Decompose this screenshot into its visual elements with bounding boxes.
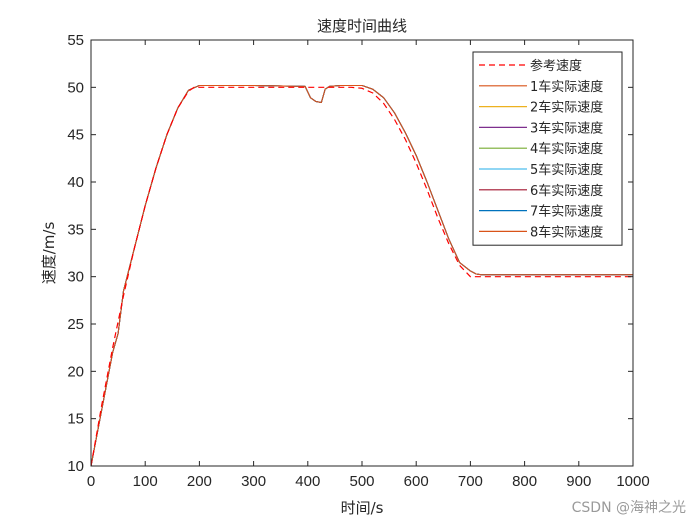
- legend-label: 6车实际速度: [530, 183, 603, 199]
- series-line: [91, 84, 633, 466]
- y-tick-label: 45: [67, 127, 84, 144]
- x-tick-label: 1000: [616, 473, 649, 490]
- y-tick-label: 20: [67, 363, 84, 380]
- chart-title: 速度时间曲线: [317, 17, 407, 35]
- x-tick-label: 700: [458, 473, 483, 490]
- legend-label: 2车实际速度: [530, 100, 603, 116]
- x-tick-label: 500: [349, 473, 374, 490]
- y-tick-label: 30: [67, 269, 84, 286]
- legend: 参考速度 1车实际速度 2车实际速度 3车实际速度 4车实际速度 5车实际速度 6车实际速度…: [472, 51, 623, 246]
- legend-label: 8车实际速度: [530, 224, 603, 240]
- y-tick-label: 55: [67, 32, 84, 49]
- x-tick-label: 900: [566, 473, 591, 490]
- legend-label: 参考速度: [530, 58, 582, 74]
- legend-label: 3车实际速度: [530, 120, 603, 136]
- y-tick-label: 10: [67, 458, 84, 475]
- x-tick-label: 0: [87, 473, 95, 490]
- legend-label: 4车实际速度: [530, 141, 603, 157]
- y-tick-label: 25: [67, 316, 84, 333]
- series-layer: [91, 84, 633, 466]
- y-tick-label: 50: [67, 79, 84, 96]
- y-tick-label: 35: [67, 221, 84, 238]
- legend-label: 7车实际速度: [530, 204, 603, 220]
- legend-label: 5车实际速度: [530, 162, 603, 178]
- y-tick-label: 15: [67, 411, 84, 428]
- x-tick-label: 100: [133, 473, 158, 490]
- legend-label: 1车实际速度: [530, 79, 603, 95]
- x-tick-label: 400: [295, 473, 320, 490]
- x-tick-label: 800: [512, 473, 537, 490]
- x-tick-label: 200: [187, 473, 212, 490]
- x-tick-label: 600: [404, 473, 429, 490]
- x-axis-label: 时间/s: [341, 499, 384, 517]
- series-line: [91, 86, 633, 466]
- y-tick-label: 40: [67, 174, 84, 191]
- y-axis-label: 速度/m/s: [40, 222, 58, 285]
- watermark: CSDN @海神之光: [571, 500, 686, 516]
- x-tick-label: 300: [241, 473, 266, 490]
- axes: 0 100 200 300 400 500 600 700 800 900 1000 10 15 20 25…: [67, 32, 649, 490]
